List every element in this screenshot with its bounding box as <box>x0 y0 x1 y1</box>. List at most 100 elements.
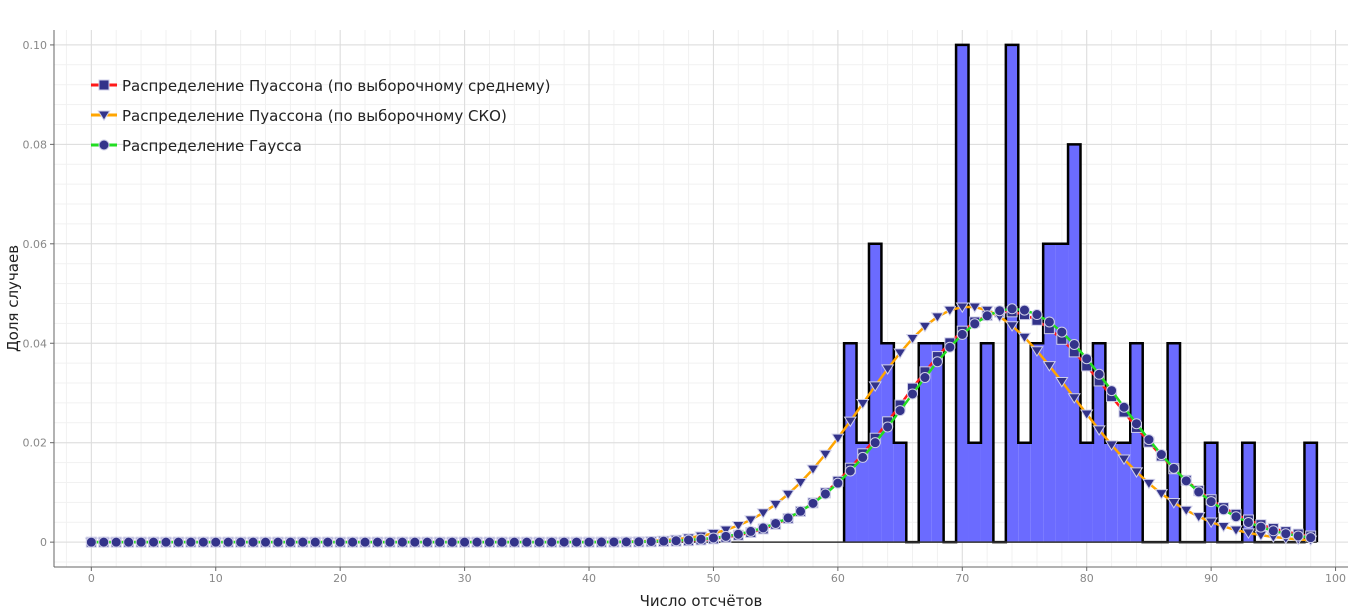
series-point <box>880 364 895 375</box>
series-point <box>235 536 247 548</box>
series-point <box>372 536 383 548</box>
series-point <box>781 489 795 501</box>
series-point <box>1081 353 1093 365</box>
series-point <box>732 528 744 540</box>
series-point <box>222 536 234 548</box>
series-point <box>471 536 483 548</box>
x-tick-label: 20 <box>333 572 347 585</box>
series-point <box>1168 462 1180 474</box>
legend-item-3[interactable]: Распределение Гаусса <box>91 137 302 155</box>
series-point <box>695 533 707 545</box>
series-point <box>1056 326 1068 338</box>
series-point <box>123 536 135 548</box>
legend-label: Распределение Пуассона (по выборочному с… <box>122 77 550 95</box>
histogram-bar <box>1304 442 1317 543</box>
legend-label: Распределение Пуассона (по выборочному С… <box>122 107 507 125</box>
legend-item-2[interactable]: Распределение Пуассона (по выборочному С… <box>91 107 507 125</box>
series-point <box>185 536 197 548</box>
series-point <box>446 536 458 548</box>
x-tick-label: 70 <box>955 572 969 585</box>
series-point <box>98 536 110 548</box>
series-point <box>521 536 533 548</box>
series-point <box>322 536 334 548</box>
histogram-bar <box>1167 343 1181 543</box>
series-point <box>595 536 607 548</box>
series-point <box>894 405 906 417</box>
x-tick-label: 90 <box>1204 572 1218 585</box>
series-point <box>1230 511 1242 523</box>
histogram-bar <box>980 343 994 543</box>
y-axis-title: Доля случаев <box>4 245 22 352</box>
x-tick-label: 60 <box>831 572 845 585</box>
series-point <box>98 139 110 151</box>
series-point <box>707 532 719 544</box>
series-point <box>620 536 632 548</box>
y-tick-label: 0.04 <box>23 337 48 350</box>
legend[interactable]: Распределение Пуассона (по выборочному с… <box>91 77 550 155</box>
series-point <box>1267 525 1279 537</box>
series-point <box>1218 504 1230 516</box>
series-point <box>807 497 819 509</box>
series-point <box>1192 512 1206 523</box>
series-point <box>1179 505 1193 517</box>
legend-item-1[interactable]: Распределение Пуассона (по выборочному с… <box>91 77 550 95</box>
series-point <box>633 536 645 548</box>
series-point <box>272 536 284 548</box>
series-point <box>496 536 508 548</box>
series-point <box>98 79 110 91</box>
series-point <box>857 451 869 463</box>
histogram-bar <box>1080 442 1093 543</box>
series-point <box>297 536 309 548</box>
series-point <box>1019 304 1030 316</box>
series-point <box>956 328 968 340</box>
series-point <box>1005 321 1019 332</box>
series-point <box>1106 385 1118 397</box>
histogram-bar <box>1117 442 1131 543</box>
series-point <box>968 302 982 314</box>
series-point <box>893 348 907 359</box>
series-point <box>172 536 184 548</box>
series-point <box>770 517 782 529</box>
histogram-bar <box>1204 442 1218 543</box>
histogram-bars <box>91 43 1319 544</box>
series-point <box>744 515 758 527</box>
series-point <box>1143 434 1155 446</box>
series-point <box>135 536 147 548</box>
series-point <box>931 356 943 368</box>
series-point <box>1080 409 1094 421</box>
histogram-bar <box>931 343 944 543</box>
series-point <box>658 535 670 547</box>
series-lines <box>84 302 1318 549</box>
axes: 0 10 20 30 40 50 60 70 80 90 100 0 0.02 0.04 0.06 0.08 0… <box>23 30 1348 585</box>
series-point <box>1154 489 1169 500</box>
series-3 <box>85 303 1317 548</box>
series-point <box>832 477 844 489</box>
series-point <box>110 536 122 548</box>
series-point <box>905 333 920 345</box>
series-point <box>769 499 783 511</box>
series-point <box>793 477 808 489</box>
histogram-bar <box>868 243 882 543</box>
series-point <box>1216 521 1231 533</box>
series-point <box>1104 440 1119 452</box>
series-point <box>731 521 745 532</box>
x-tick-label: 100 <box>1325 572 1346 585</box>
series-point <box>1068 338 1080 350</box>
series-point <box>882 421 894 433</box>
series-point <box>260 536 272 548</box>
histogram-bar <box>1018 442 1031 543</box>
x-tick-label: 0 <box>88 572 95 585</box>
series-point <box>284 536 296 548</box>
series-point <box>85 536 97 548</box>
series-point <box>1142 478 1156 490</box>
series-point <box>459 536 471 548</box>
series-point <box>831 433 845 445</box>
series-point <box>1017 332 1032 344</box>
series-point <box>483 536 495 548</box>
series-point <box>955 302 969 314</box>
series-point <box>1055 377 1069 388</box>
series-point <box>1043 316 1055 328</box>
series-point <box>409 536 421 548</box>
histogram-bar <box>968 442 981 543</box>
